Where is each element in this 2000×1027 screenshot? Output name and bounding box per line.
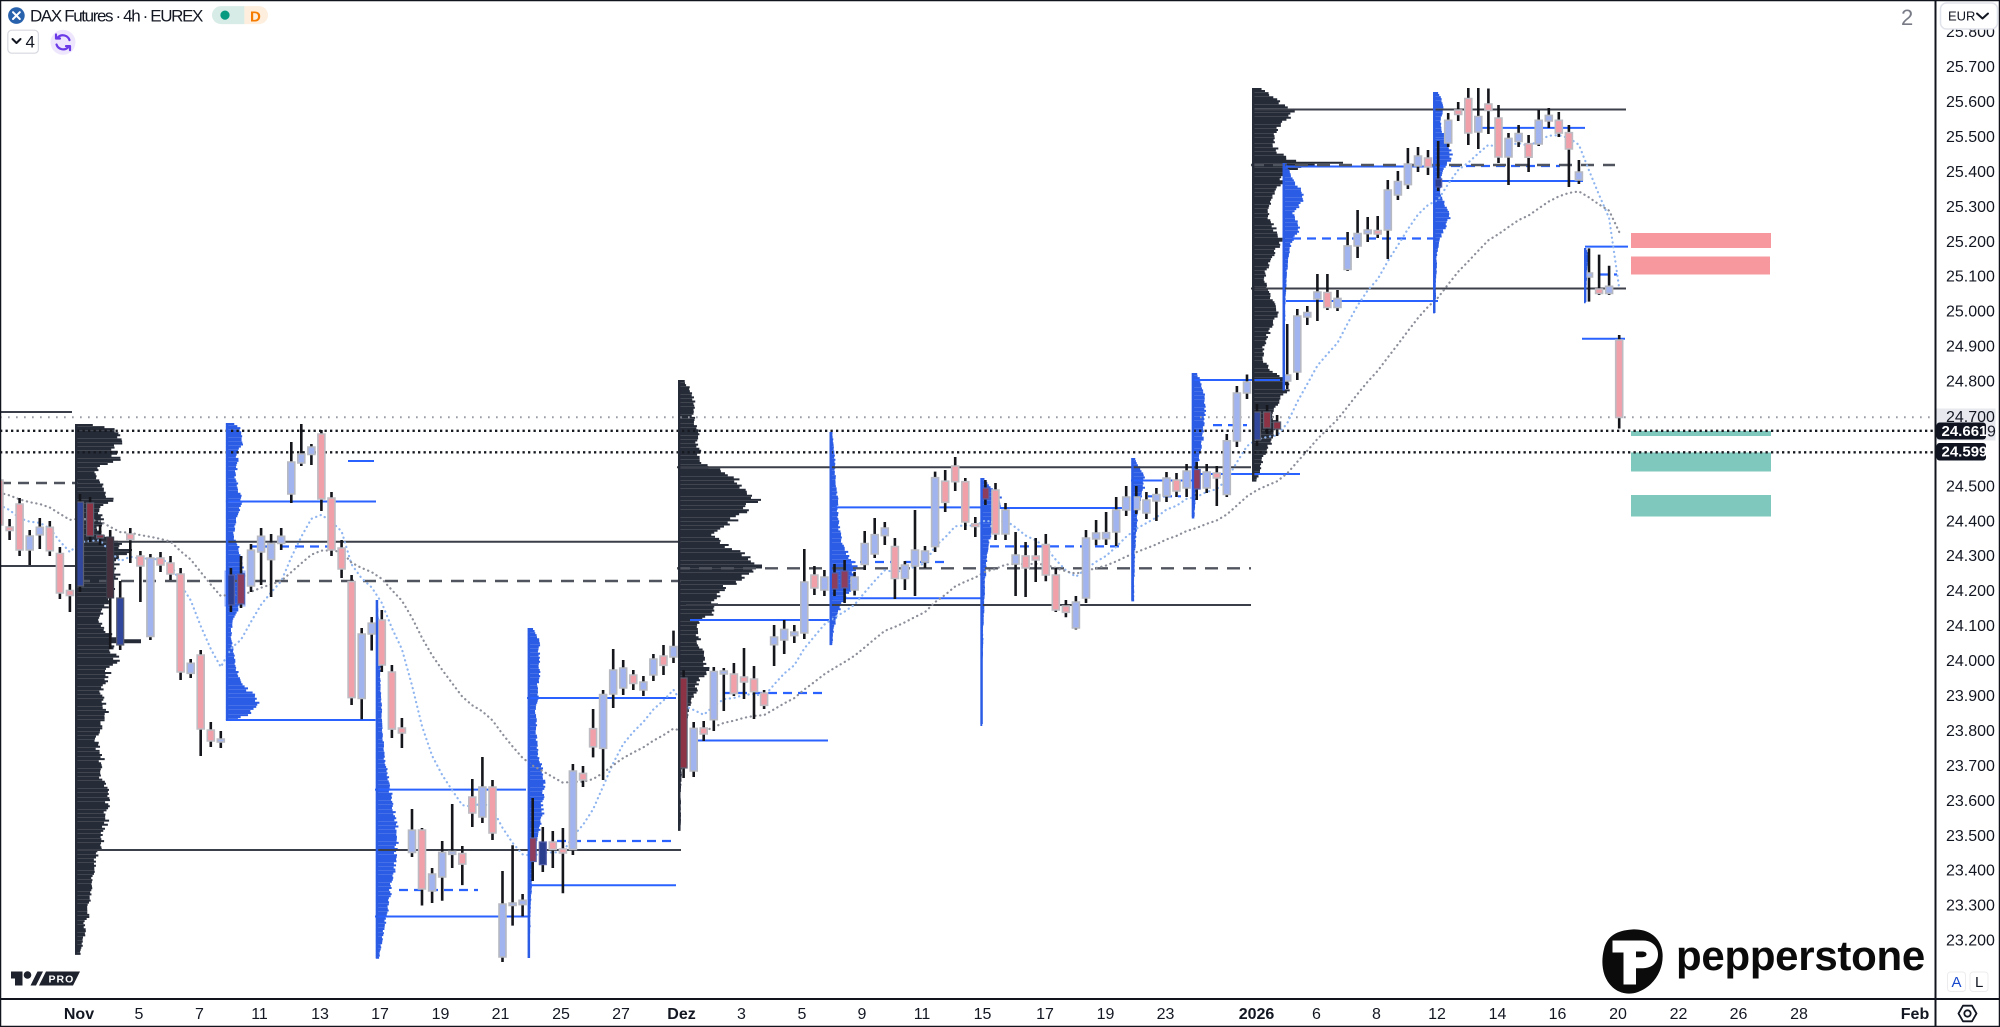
svg-text:23.400: 23.400 [1946, 863, 1995, 880]
svg-text:24.000: 24.000 [1946, 653, 1995, 670]
svg-text:5: 5 [798, 1006, 807, 1023]
svg-text:8: 8 [1372, 1006, 1381, 1023]
svg-text:A: A [1952, 974, 1962, 991]
svg-text:25.600: 25.600 [1946, 94, 1995, 111]
svg-text:17: 17 [1036, 1006, 1054, 1023]
svg-text:PRO: PRO [49, 974, 75, 986]
svg-text:23.800: 23.800 [1946, 723, 1995, 740]
svg-text:9: 9 [858, 1006, 867, 1023]
svg-text:25.100: 25.100 [1946, 269, 1995, 286]
svg-text:3: 3 [737, 1006, 746, 1023]
svg-text:pepperstone: pepperstone [1676, 932, 1924, 979]
svg-text:25: 25 [552, 1006, 570, 1023]
svg-text:25.700: 25.700 [1946, 59, 1995, 76]
svg-text:17: 17 [371, 1006, 389, 1023]
svg-text:23: 23 [1157, 1006, 1175, 1023]
svg-text:DAX Futures · 4h · EUREX: DAX Futures · 4h · EUREX [30, 7, 203, 26]
svg-text:23.600: 23.600 [1946, 793, 1995, 810]
svg-text:26: 26 [1730, 1006, 1748, 1023]
svg-text:24.300: 24.300 [1946, 548, 1995, 565]
svg-text:23.700: 23.700 [1946, 758, 1995, 775]
svg-text:23.500: 23.500 [1946, 828, 1995, 845]
svg-text:2: 2 [1901, 5, 1913, 30]
svg-text:22: 22 [1670, 1006, 1688, 1023]
svg-text:L: L [1975, 974, 1983, 991]
svg-text:24.900: 24.900 [1946, 339, 1995, 356]
svg-text:4: 4 [26, 33, 35, 52]
svg-text:19: 19 [1097, 1006, 1115, 1023]
svg-text:25.200: 25.200 [1946, 234, 1995, 251]
svg-text:9: 9 [1987, 424, 1996, 441]
svg-text:15: 15 [974, 1006, 992, 1023]
svg-text:11: 11 [251, 1006, 268, 1023]
svg-text:Nov: Nov [64, 1006, 94, 1023]
svg-text:19: 19 [432, 1006, 450, 1023]
svg-text:5: 5 [135, 1006, 144, 1023]
svg-text:6: 6 [1312, 1006, 1321, 1023]
svg-text:28: 28 [1790, 1006, 1808, 1023]
svg-text:24.500: 24.500 [1946, 478, 1995, 495]
svg-text:Dez: Dez [667, 1006, 695, 1023]
svg-text:16: 16 [1549, 1006, 1567, 1023]
svg-text:21: 21 [492, 1006, 510, 1023]
svg-text:25.400: 25.400 [1946, 164, 1995, 181]
svg-text:25.500: 25.500 [1946, 129, 1995, 146]
svg-text:EUR: EUR [1948, 9, 1975, 24]
svg-text:27: 27 [612, 1006, 630, 1023]
svg-text:Feb: Feb [1901, 1006, 1930, 1023]
svg-text:2026: 2026 [1239, 1006, 1275, 1023]
svg-text:23.300: 23.300 [1946, 898, 1995, 915]
svg-text:D: D [250, 8, 261, 25]
svg-text:25.000: 25.000 [1946, 304, 1995, 321]
svg-text:24.100: 24.100 [1946, 618, 1995, 635]
svg-text:24.599: 24.599 [1942, 444, 1988, 461]
svg-text:24.200: 24.200 [1946, 583, 1995, 600]
svg-text:23.900: 23.900 [1946, 688, 1995, 705]
svg-text:13: 13 [311, 1006, 329, 1023]
svg-text:7: 7 [195, 1006, 204, 1023]
svg-text:24.661: 24.661 [1942, 423, 1988, 440]
svg-text:14: 14 [1489, 1006, 1507, 1023]
svg-text:12: 12 [1428, 1006, 1446, 1023]
svg-text:11: 11 [914, 1006, 931, 1023]
svg-text:24.800: 24.800 [1946, 374, 1995, 391]
svg-text:24.700: 24.700 [1946, 409, 1995, 426]
svg-text:24.400: 24.400 [1946, 513, 1995, 530]
svg-text:20: 20 [1609, 1006, 1627, 1023]
svg-text:25.300: 25.300 [1946, 199, 1995, 216]
svg-text:23.200: 23.200 [1946, 933, 1995, 950]
